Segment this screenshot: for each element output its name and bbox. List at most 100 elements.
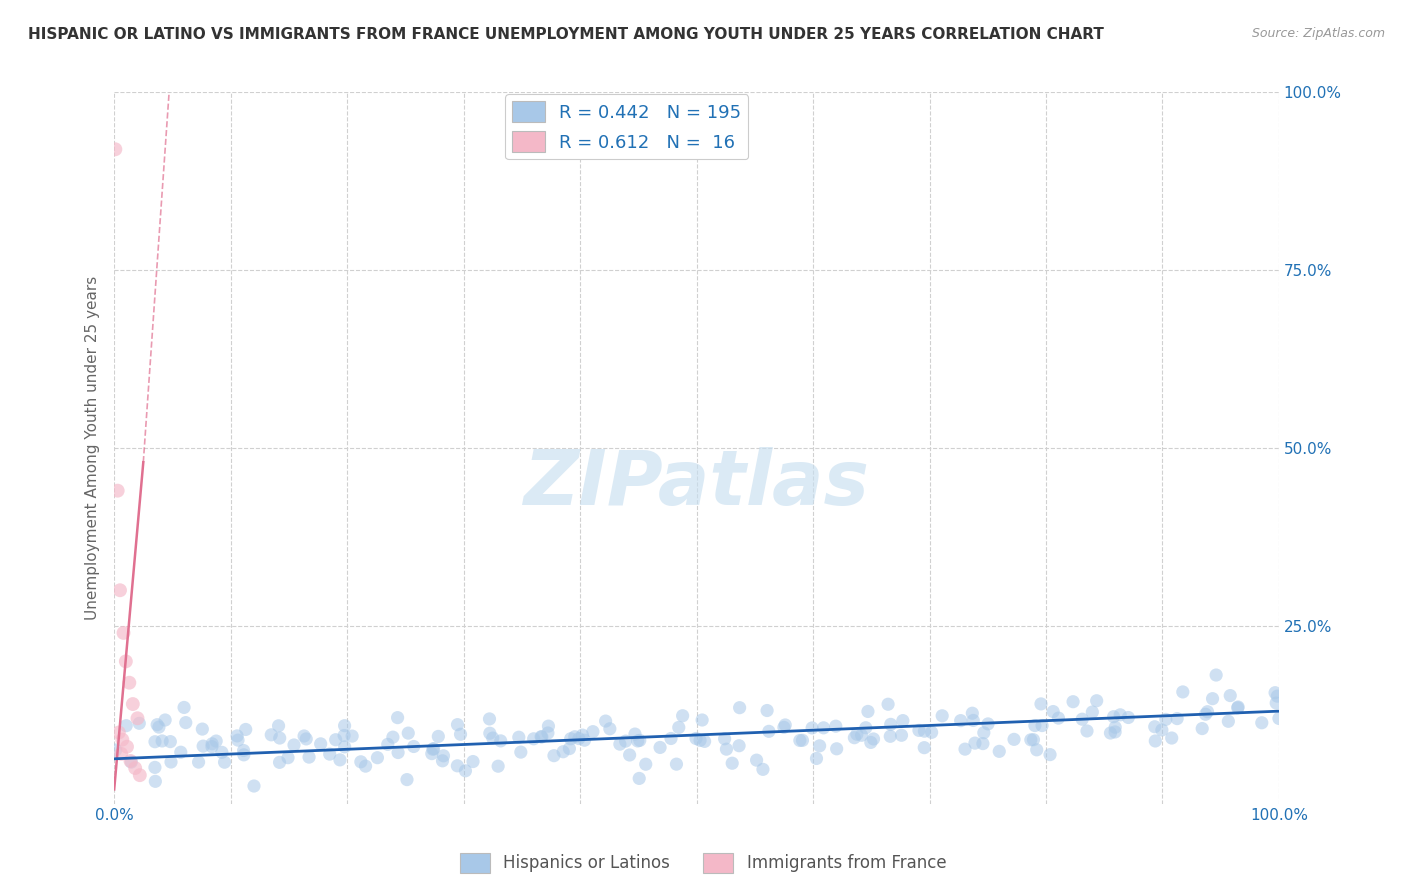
Point [543, 748, 565, 763]
Point [366, 750, 388, 764]
Point [402, 739, 425, 754]
Point [668, 720, 690, 734]
Point [1002, 732, 1025, 747]
Point [1025, 743, 1047, 757]
Point [1154, 712, 1177, 726]
Point [1022, 732, 1045, 747]
Point [432, 748, 454, 763]
Point [690, 713, 713, 727]
Point [309, 737, 332, 751]
Point [118, 675, 141, 690]
Point [160, 755, 183, 769]
Point [201, 739, 224, 754]
Point [298, 750, 321, 764]
Point [962, 714, 984, 728]
Point [628, 772, 651, 786]
Point [801, 721, 824, 735]
Point [112, 626, 135, 640]
Point [1042, 705, 1064, 719]
Point [124, 761, 146, 775]
Point [108, 725, 131, 739]
Point [214, 755, 236, 769]
Point [844, 731, 866, 745]
Point [446, 759, 468, 773]
Point [574, 733, 596, 747]
Point [855, 721, 877, 735]
Point [110, 747, 132, 761]
Point [128, 768, 150, 782]
Y-axis label: Unemployment Among Youth under 25 years: Unemployment Among Youth under 25 years [86, 276, 100, 620]
Point [560, 731, 582, 746]
Point [877, 697, 900, 711]
Point [1264, 686, 1286, 700]
Point [689, 733, 711, 747]
Text: ZIPatlas: ZIPatlas [523, 447, 869, 521]
Point [773, 720, 796, 734]
Point [665, 757, 688, 772]
Legend: R = 0.442   N = 195, R = 0.612   N =  16: R = 0.442 N = 195, R = 0.612 N = 16 [505, 95, 748, 160]
Point [104, 743, 127, 757]
Point [277, 750, 299, 764]
Point [648, 740, 671, 755]
Point [1104, 725, 1126, 739]
Point [1265, 689, 1288, 703]
Point [582, 724, 605, 739]
Point [432, 754, 454, 768]
Point [564, 730, 586, 744]
Point [953, 742, 976, 756]
Point [806, 751, 828, 765]
Point [191, 722, 214, 736]
Point [972, 737, 994, 751]
Point [845, 727, 868, 741]
Point [1171, 685, 1194, 699]
Point [174, 715, 197, 730]
Point [530, 730, 553, 744]
Point [789, 733, 811, 747]
Point [150, 734, 173, 748]
Point [523, 731, 546, 746]
Point [1144, 734, 1167, 748]
Point [624, 727, 647, 741]
Point [728, 700, 751, 714]
Point [292, 729, 315, 743]
Point [1197, 705, 1219, 719]
Point [508, 730, 530, 744]
Point [201, 737, 224, 751]
Point [1071, 712, 1094, 726]
Point [478, 726, 501, 740]
Point [825, 741, 848, 756]
Point [728, 739, 751, 753]
Point [381, 730, 404, 744]
Point [318, 747, 340, 761]
Point [159, 734, 181, 748]
Point [963, 736, 986, 750]
Point [756, 704, 779, 718]
Point [880, 717, 903, 731]
Point [659, 731, 682, 746]
Point [628, 733, 651, 747]
Point [1226, 701, 1249, 715]
Point [486, 759, 509, 773]
Point [115, 739, 138, 754]
Point [121, 697, 143, 711]
Point [1218, 714, 1240, 729]
Point [1104, 720, 1126, 734]
Point [685, 731, 707, 746]
Point [1201, 691, 1223, 706]
Point [226, 729, 249, 743]
Point [1019, 732, 1042, 747]
Point [977, 717, 1000, 731]
Point [672, 708, 695, 723]
Point [454, 764, 477, 778]
Point [609, 737, 631, 751]
Point [912, 740, 935, 755]
Point [851, 728, 873, 742]
Point [260, 728, 283, 742]
Point [461, 755, 484, 769]
Point [333, 739, 356, 754]
Point [808, 739, 831, 753]
Point [973, 725, 995, 739]
Point [558, 741, 581, 756]
Point [553, 745, 575, 759]
Point [295, 731, 318, 746]
